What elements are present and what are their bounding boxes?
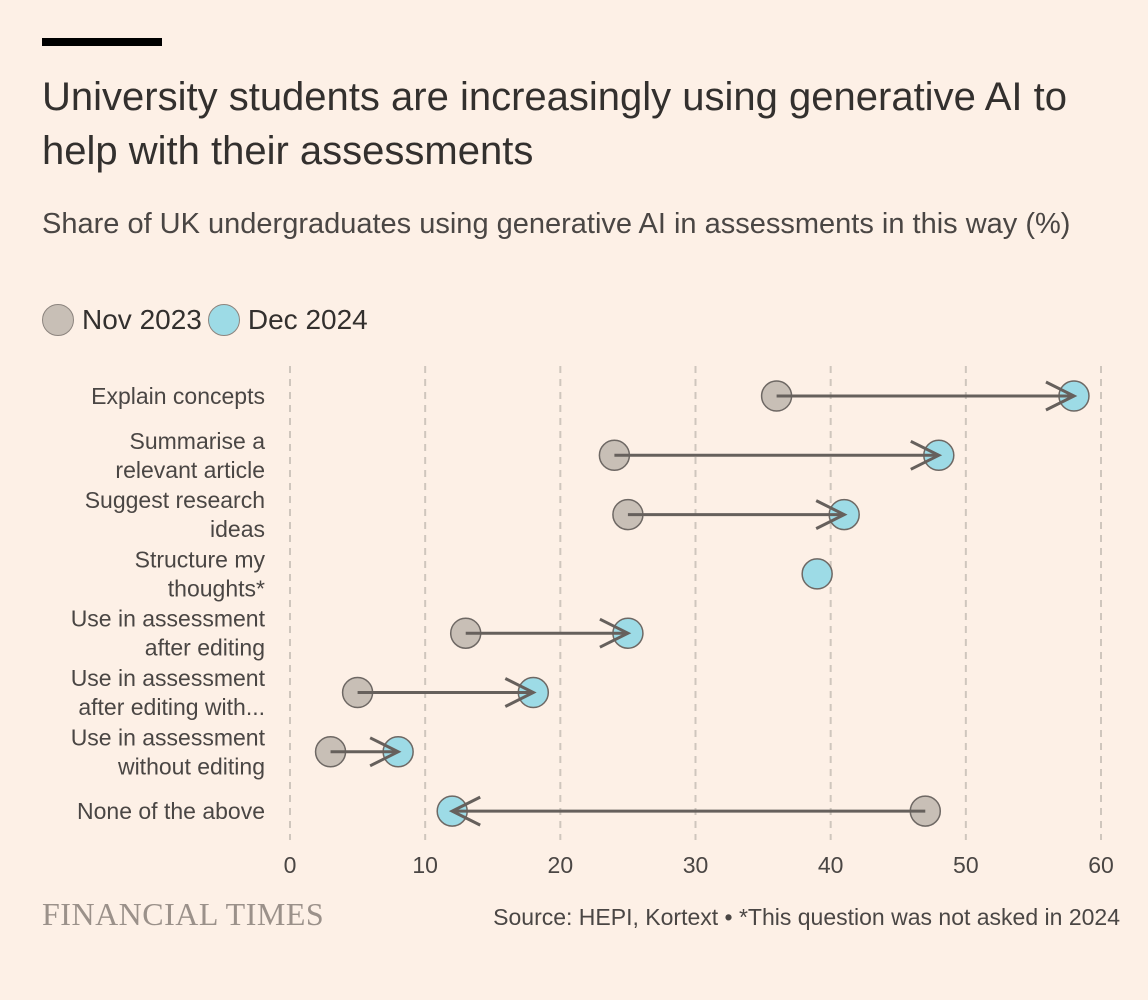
legend-label-nov: Nov 2023	[82, 304, 202, 335]
category-label: Use in assessment	[71, 665, 266, 691]
category-label: Summarise a	[130, 428, 266, 454]
x-tick-label: 0	[284, 852, 297, 878]
legend-item-dec: Dec 2024	[207, 304, 368, 336]
legend: Nov 2023 Dec 2024	[42, 300, 374, 340]
arrow-head	[504, 677, 537, 708]
arrow-head	[448, 795, 481, 827]
legend-label-dec: Dec 2024	[247, 304, 368, 335]
ft-logo: FINANCIAL TIMES	[42, 896, 325, 932]
dumbbell-chart: 0 10 20 30 40 50 60 Explain concepts Summarise a…	[71, 366, 1114, 878]
x-tick-label: 10	[412, 852, 438, 878]
dot-dec-2024	[801, 558, 833, 590]
legend-item-nov: Nov 2023	[42, 304, 202, 336]
category-label: Use in assessment	[71, 724, 266, 750]
chart-subtitle: Share of UK undergraduates using generat…	[42, 208, 1071, 240]
category-label: after editing with...	[78, 694, 265, 720]
x-tick-label: 50	[953, 852, 979, 878]
category-label: None of the above	[77, 798, 265, 824]
category-label: Explain concepts	[91, 383, 265, 409]
arrow-head	[599, 617, 632, 649]
arrow-head	[1045, 380, 1078, 412]
arrow-head	[910, 439, 943, 471]
x-tick-label: 40	[818, 852, 844, 878]
x-tick-label: 60	[1088, 852, 1114, 878]
category-label: Suggest research	[85, 487, 265, 513]
category-label: ideas	[210, 516, 265, 542]
category-label: Use in assessment	[71, 606, 266, 632]
legend-swatch-dec	[207, 304, 240, 336]
category-label: after editing	[145, 635, 265, 661]
x-tick-label: 20	[548, 852, 574, 878]
category-label: without editing	[117, 753, 265, 779]
category-label: thoughts*	[168, 575, 265, 601]
x-tick-label: 30	[683, 852, 709, 878]
header-rule	[42, 38, 162, 46]
source-note: Source: HEPI, Kortext • *This question w…	[493, 904, 1120, 930]
category-label: relevant article	[115, 457, 265, 483]
chart-title: University students are increasingly usi…	[42, 75, 1067, 173]
category-label: Structure my	[135, 546, 266, 572]
legend-swatch-nov	[42, 304, 74, 336]
arrow-head	[815, 499, 848, 530]
arrow-head	[369, 736, 402, 768]
